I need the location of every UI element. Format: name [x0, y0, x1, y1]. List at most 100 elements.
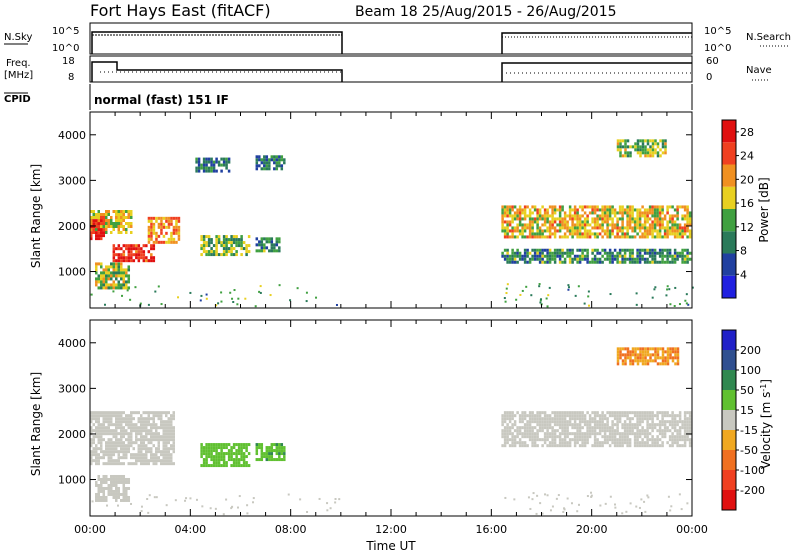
data-cell [631, 411, 634, 415]
data-cell [551, 426, 554, 430]
data-cell [611, 251, 614, 255]
data-cell [616, 444, 619, 448]
data-cell [508, 208, 512, 212]
data-cell [202, 235, 206, 239]
data-cell [122, 216, 125, 219]
data-cell [155, 426, 158, 430]
data-cell [671, 426, 674, 430]
data-cell [621, 435, 624, 439]
data-cell [541, 438, 544, 442]
data-cell [120, 277, 123, 281]
data-cell [306, 510, 309, 513]
data-cell [553, 205, 557, 209]
data-cell [110, 271, 113, 275]
data-cell [97, 274, 101, 278]
data-cell [581, 414, 584, 418]
data-cell [167, 219, 171, 223]
data-cell [167, 441, 170, 445]
data-cell [618, 217, 622, 221]
data-cell [521, 254, 524, 258]
data-cell [152, 414, 155, 418]
data-cell [616, 229, 619, 233]
data-cell [531, 232, 534, 236]
data-cell [518, 251, 522, 255]
data-cell [613, 444, 617, 448]
data-cell [140, 432, 143, 436]
data-cell [558, 441, 562, 445]
data-cell [536, 438, 539, 442]
data-cell [137, 456, 140, 460]
data-cell [558, 420, 562, 424]
data-cell [648, 432, 652, 436]
data-cell [135, 423, 138, 427]
data-cell [619, 356, 622, 360]
data-cell [606, 420, 609, 424]
data-cell [523, 432, 527, 436]
data-cell [112, 225, 115, 228]
data-cell [639, 151, 642, 155]
data-cell [122, 447, 125, 451]
data-cell [568, 214, 572, 218]
data-cell [273, 167, 276, 171]
data-cell [593, 208, 597, 212]
data-cell [663, 411, 667, 415]
data-cell [275, 155, 279, 159]
data-cell [97, 417, 100, 421]
data-cell [618, 411, 622, 415]
data-cell [132, 259, 136, 263]
data-cell [644, 356, 647, 360]
data-cell [566, 420, 569, 424]
data-cell [513, 429, 517, 433]
data-cell [646, 420, 649, 424]
data-cell [268, 452, 271, 456]
data-cell [678, 493, 681, 496]
data-cell [666, 359, 670, 363]
data-cell [167, 462, 170, 466]
data-cell [235, 464, 238, 468]
data-cell [661, 235, 664, 239]
data-cell [127, 253, 131, 257]
data-cell [646, 350, 650, 354]
data-cell [521, 435, 524, 439]
data-cell [661, 429, 664, 433]
data-cell [117, 280, 121, 284]
data-cell [170, 435, 173, 439]
data-cell [566, 432, 569, 436]
data-cell [117, 420, 120, 424]
data-cell [553, 211, 557, 215]
data-cell [608, 435, 612, 439]
data-cell [626, 217, 629, 221]
data-cell [127, 247, 131, 251]
data-cell [125, 498, 128, 502]
data-cell [177, 216, 181, 220]
data-cell [653, 208, 657, 212]
data-cell [516, 254, 519, 258]
data-cell [543, 411, 547, 415]
data-cell [678, 432, 682, 436]
data-cell [225, 163, 228, 167]
data-cell [100, 411, 103, 415]
data-cell [558, 411, 562, 415]
data-cell [207, 157, 211, 161]
data-cell [120, 231, 123, 234]
data-cell [102, 234, 105, 238]
data-cell [648, 211, 652, 215]
data-cell [120, 268, 123, 272]
data-cell [202, 244, 206, 248]
data-cell [200, 253, 203, 257]
data-cell [626, 414, 629, 418]
data-cell [115, 216, 118, 219]
data-cell [618, 208, 622, 212]
data-cell [125, 222, 128, 225]
data-cell [586, 438, 589, 442]
data-cell [237, 452, 241, 456]
data-cell [521, 411, 524, 415]
data-cell [125, 477, 128, 481]
data-cell [546, 494, 549, 497]
data-cell [641, 205, 644, 209]
data-cell [100, 219, 103, 223]
data-cell [586, 251, 589, 255]
data-cell [275, 240, 279, 244]
data-cell [105, 277, 108, 281]
data-cell [503, 297, 506, 300]
